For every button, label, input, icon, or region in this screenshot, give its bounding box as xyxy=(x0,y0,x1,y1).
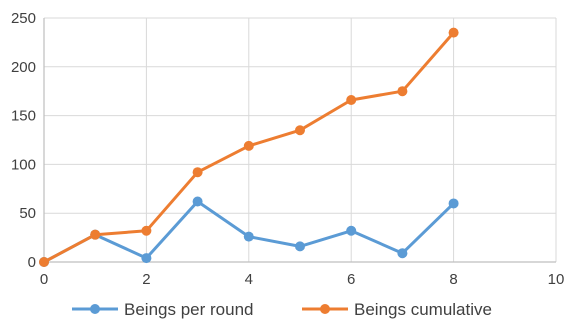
x-tick-label: 6 xyxy=(347,271,355,288)
data-point xyxy=(90,229,101,240)
gridlines xyxy=(43,17,557,263)
data-point xyxy=(295,241,305,252)
x-tick-label: 0 xyxy=(40,271,48,288)
y-tick-label: 200 xyxy=(11,59,36,76)
legend-item: Beings per round xyxy=(72,300,253,319)
x-tick-label: 4 xyxy=(245,271,253,288)
y-tick-label: 250 xyxy=(11,10,36,27)
data-point xyxy=(141,225,152,236)
data-point xyxy=(397,248,408,259)
data-point xyxy=(346,225,357,236)
data-point xyxy=(346,94,357,105)
y-tick-label: 0 xyxy=(28,254,36,271)
data-point xyxy=(397,86,408,97)
axes xyxy=(43,18,556,263)
y-tick-label: 100 xyxy=(11,156,36,173)
series xyxy=(39,27,459,267)
data-point xyxy=(243,231,254,242)
data-point xyxy=(39,257,49,267)
data-point xyxy=(192,196,203,207)
legend: Beings per round Beings cumulative xyxy=(72,300,492,319)
legend-label: Beings per round xyxy=(124,300,253,319)
data-point xyxy=(243,140,254,151)
x-tick-label: 10 xyxy=(548,271,565,288)
legend-label: Beings cumulative xyxy=(354,300,492,319)
data-point xyxy=(192,167,203,178)
y-tick-label: 150 xyxy=(11,108,36,125)
data-point xyxy=(141,253,152,264)
legend-swatch-marker xyxy=(90,304,100,314)
x-tick-label: 8 xyxy=(449,271,457,288)
series-2 xyxy=(39,27,459,267)
data-point xyxy=(448,198,459,209)
data-point xyxy=(448,27,459,38)
legend-item: Beings cumulative xyxy=(302,300,492,319)
x-tick-label: 2 xyxy=(142,271,150,288)
legend-swatch-marker xyxy=(320,304,330,314)
y-tick-label: 50 xyxy=(19,205,36,222)
data-point xyxy=(295,125,305,136)
